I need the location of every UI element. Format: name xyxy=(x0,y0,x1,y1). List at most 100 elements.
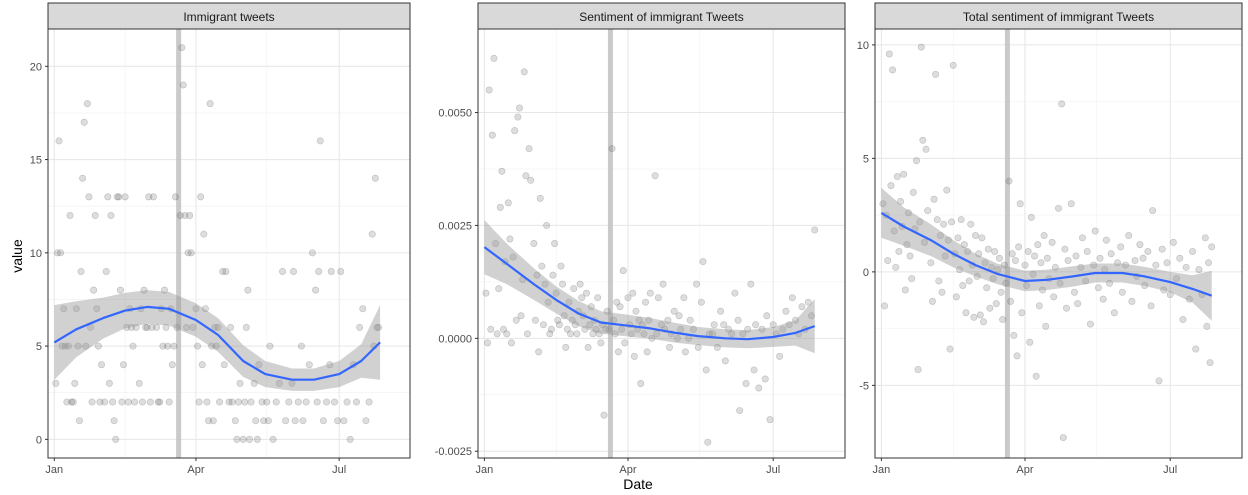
data-point xyxy=(673,334,681,342)
y-tick-label: 15 xyxy=(30,155,42,167)
data-point xyxy=(88,398,96,406)
panel-title: Immigrant tweets xyxy=(183,10,274,24)
data-point xyxy=(603,307,611,315)
data-point xyxy=(1026,338,1034,346)
data-point xyxy=(686,316,694,324)
data-point xyxy=(160,286,168,294)
data-point xyxy=(1189,247,1197,255)
data-point xyxy=(744,325,752,333)
data-point xyxy=(1204,259,1212,267)
y-tick-label: 10 xyxy=(857,40,869,52)
data-point xyxy=(234,398,242,406)
data-point xyxy=(247,398,255,406)
data-point xyxy=(597,339,605,347)
data-point xyxy=(946,345,954,353)
data-point xyxy=(1024,247,1032,255)
data-point xyxy=(1058,100,1066,108)
data-point xyxy=(113,193,121,201)
data-point xyxy=(1192,345,1200,353)
data-point xyxy=(959,281,967,289)
smooth-line xyxy=(880,211,1213,297)
data-point xyxy=(739,330,747,338)
data-point xyxy=(954,234,962,242)
data-point xyxy=(1056,279,1064,287)
data-point xyxy=(1031,252,1039,260)
data-point xyxy=(890,227,898,235)
data-point xyxy=(544,298,552,306)
data-point xyxy=(1055,204,1063,212)
data-point xyxy=(290,267,298,275)
data-point xyxy=(1007,297,1015,305)
data-point xyxy=(1018,309,1026,317)
data-point xyxy=(508,339,516,347)
data-point xyxy=(64,342,72,350)
data-point xyxy=(742,379,750,387)
data-point xyxy=(233,435,241,443)
data-point xyxy=(346,435,354,443)
data-point xyxy=(903,241,911,249)
data-point xyxy=(164,342,172,350)
data-point xyxy=(1082,277,1090,285)
data-point xyxy=(327,267,335,275)
data-point xyxy=(184,249,192,257)
y-tick-label: 10 xyxy=(30,248,42,260)
data-point xyxy=(541,280,549,288)
data-point xyxy=(118,398,126,406)
data-point xyxy=(916,218,924,226)
data-point xyxy=(533,271,541,279)
data-point xyxy=(362,417,370,425)
data-point xyxy=(1062,304,1070,312)
data-point xyxy=(1096,254,1104,262)
data-point xyxy=(1206,359,1214,367)
data-point xyxy=(242,323,250,331)
data-point xyxy=(132,323,140,331)
data-point xyxy=(1002,279,1010,287)
data-point xyxy=(275,379,283,387)
data-point xyxy=(496,203,504,211)
data-point xyxy=(208,342,216,350)
x-axis-title: Date xyxy=(623,476,653,492)
data-point xyxy=(624,294,632,302)
data-point xyxy=(487,325,495,333)
data-point xyxy=(887,182,895,190)
data-point xyxy=(1201,234,1209,242)
data-point xyxy=(124,398,132,406)
data-point xyxy=(195,398,203,406)
data-point xyxy=(702,366,710,374)
data-point xyxy=(551,240,559,248)
data-point xyxy=(642,298,650,306)
data-point xyxy=(978,234,986,242)
data-point xyxy=(205,417,213,425)
data-point xyxy=(928,297,936,305)
data-point xyxy=(965,277,973,285)
data-point xyxy=(252,417,260,425)
data-point xyxy=(924,207,932,215)
data-point xyxy=(1029,270,1037,278)
data-point xyxy=(187,249,195,257)
data-point xyxy=(74,342,82,350)
x-tick-label: Jul xyxy=(766,464,780,476)
points-layer xyxy=(879,43,1216,442)
data-point xyxy=(999,316,1007,324)
data-point xyxy=(570,285,578,293)
panel-strip xyxy=(47,2,411,30)
data-point xyxy=(1064,257,1072,265)
data-point xyxy=(992,300,1000,308)
data-point xyxy=(637,379,645,387)
data-point xyxy=(308,249,316,257)
plot-background xyxy=(478,29,845,458)
y-tick-label: 0.0025 xyxy=(438,220,472,232)
data-point xyxy=(484,339,492,347)
data-point xyxy=(1005,177,1013,185)
data-point xyxy=(1051,263,1059,271)
y-tick-label: 0.0050 xyxy=(438,108,472,120)
data-point xyxy=(116,286,124,294)
x-tick-label: Jan xyxy=(476,464,494,476)
data-point xyxy=(1182,263,1190,271)
data-point xyxy=(952,293,960,301)
data-point xyxy=(1078,234,1086,242)
data-point xyxy=(1195,266,1203,274)
data-point xyxy=(244,286,252,294)
data-point xyxy=(498,167,506,175)
